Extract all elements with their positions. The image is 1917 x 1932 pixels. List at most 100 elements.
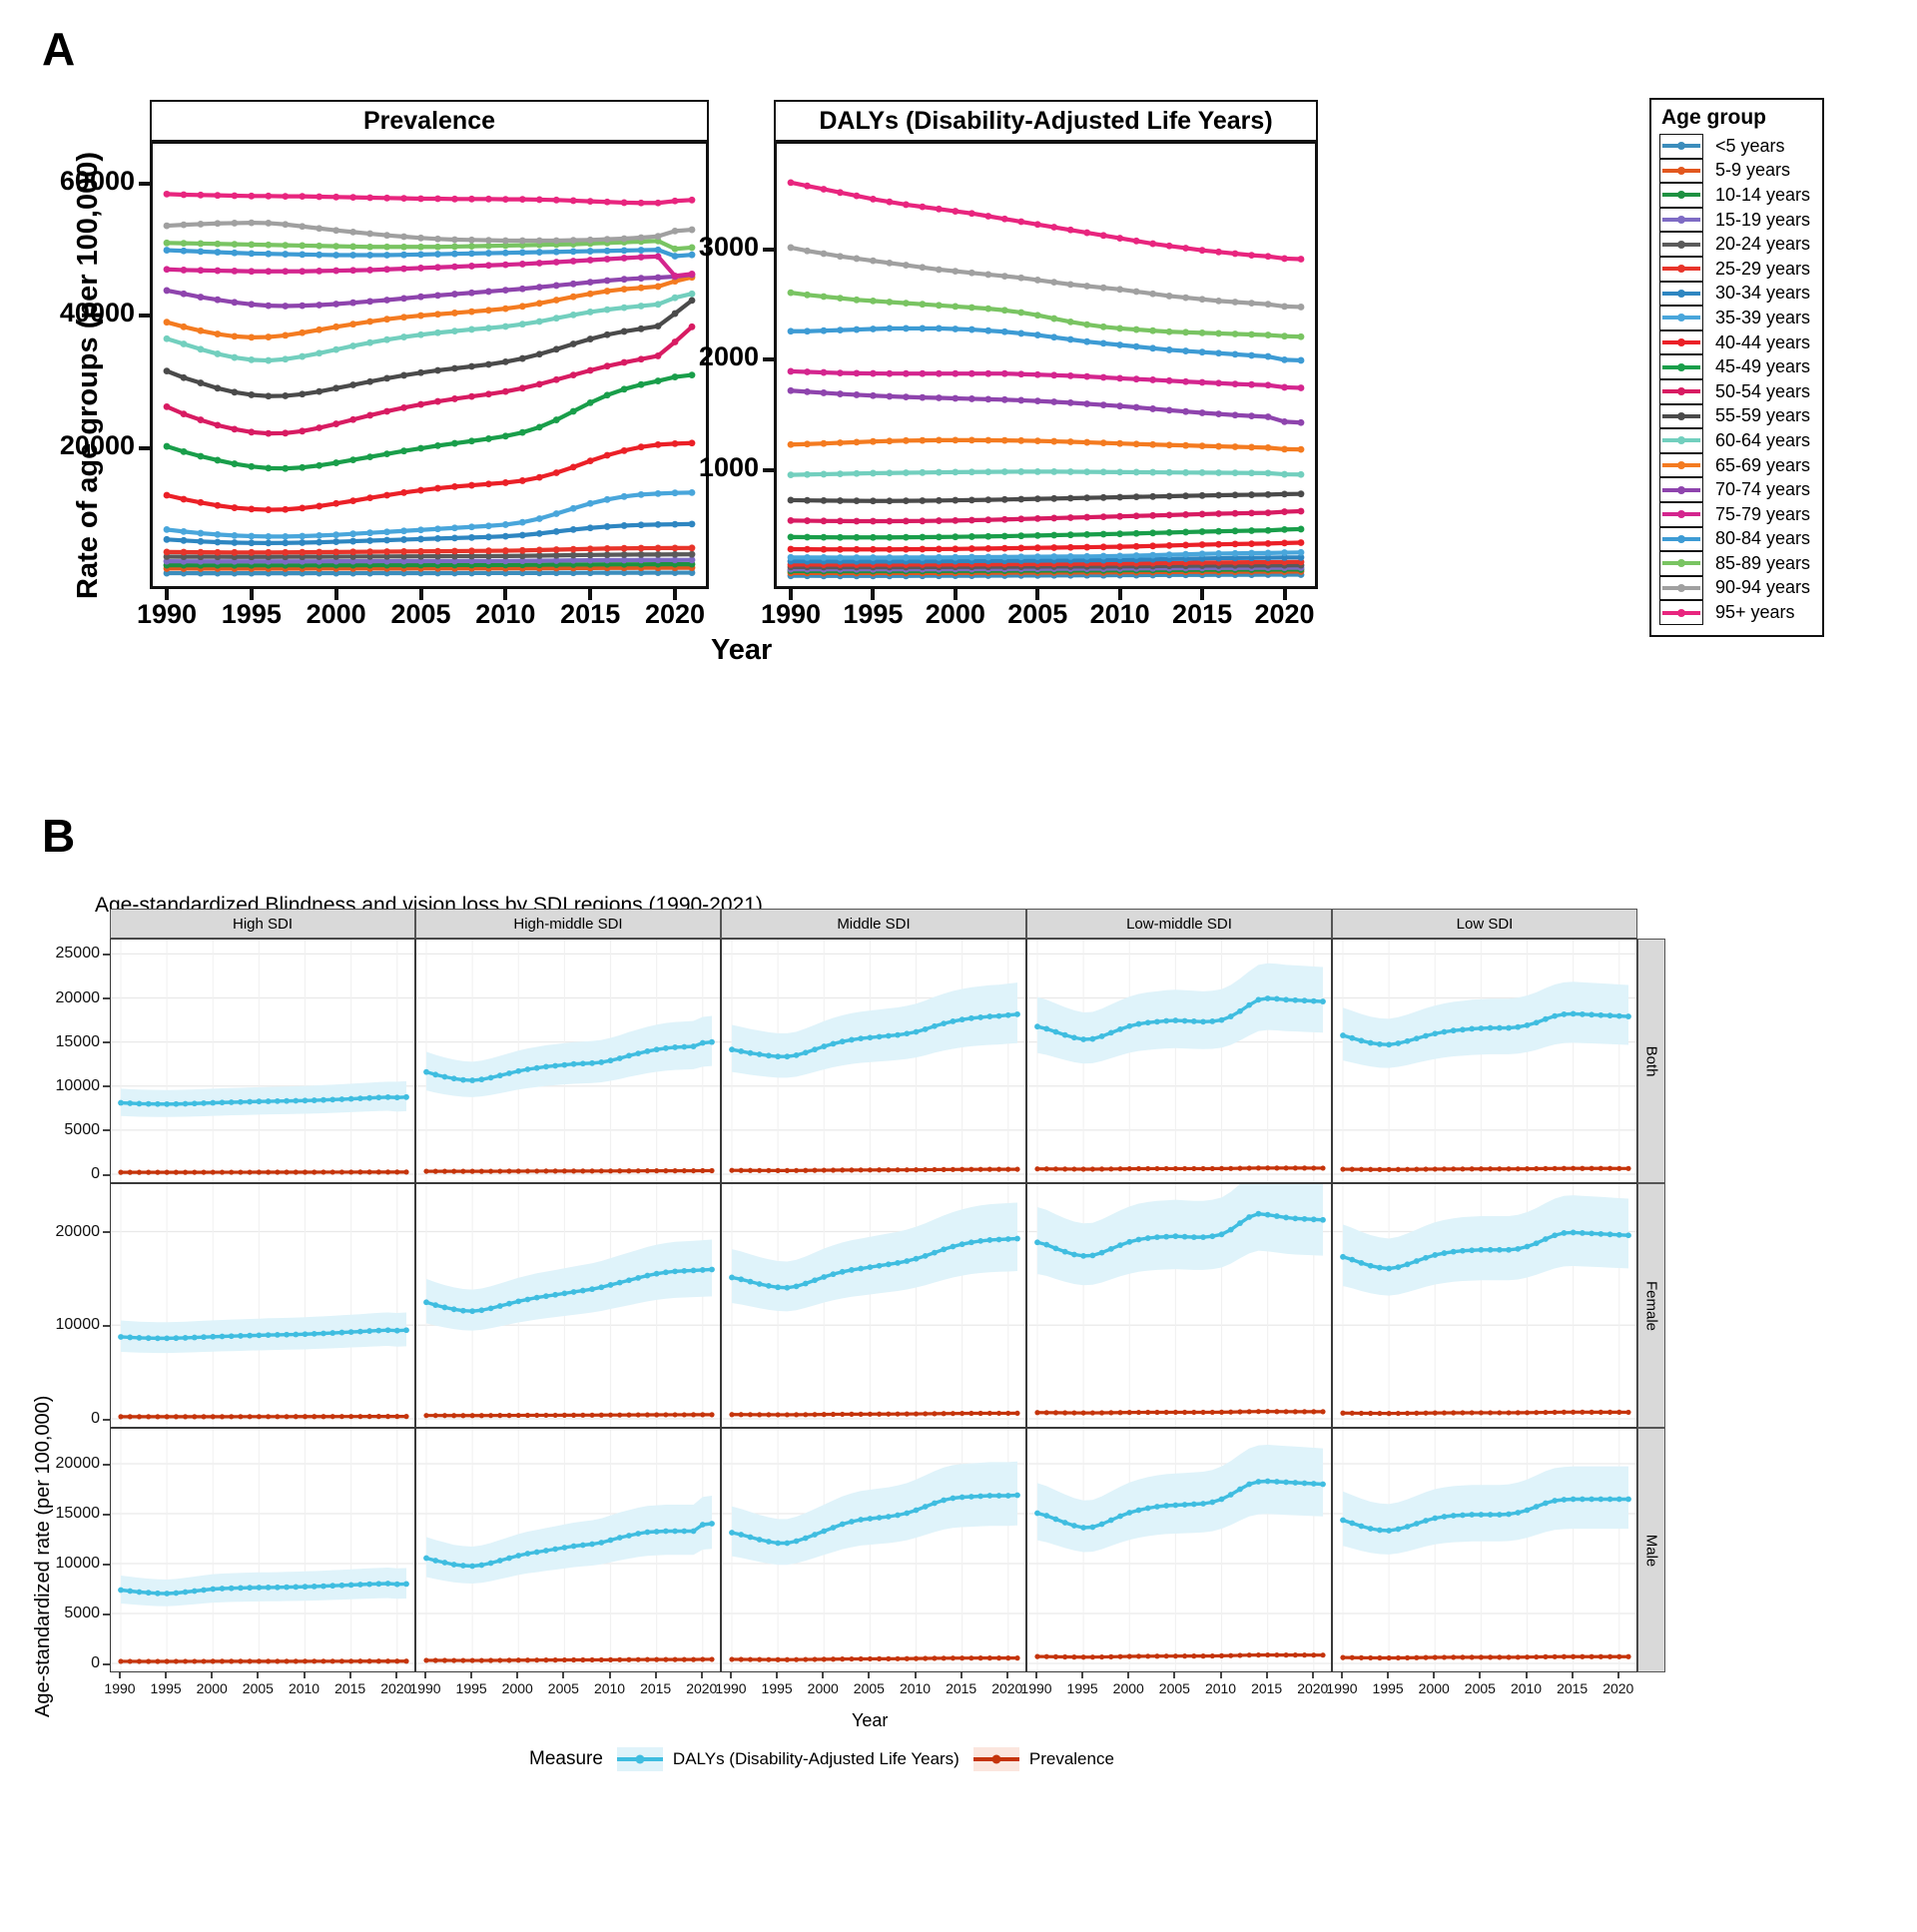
legend-measure-key-icon: [972, 1747, 1019, 1771]
legend-item-90-94-years[interactable]: 90-94 years: [1651, 575, 1822, 601]
panel-b-x-tick-label: 1990: [104, 1680, 136, 1696]
legend-item-15-19-years[interactable]: 15-19 years: [1651, 207, 1822, 233]
panel-b-x-tick-label: 1995: [1066, 1680, 1098, 1696]
panel-b-y-tick-mark: [103, 953, 110, 956]
panel-b-x-tick-label: 2000: [196, 1680, 228, 1696]
legend-item-label: 20-24 years: [1715, 234, 1811, 255]
panel-b-y-tick-mark: [103, 1418, 110, 1421]
legend-item-label: 65-69 years: [1715, 454, 1811, 475]
facet-strip-prevalence-label: Prevalence: [362, 106, 496, 135]
panel-b-x-tick-mark: [1127, 1672, 1130, 1678]
panel-b-y-tick-mark: [103, 997, 110, 1000]
panel-b-y-tick-mark: [103, 1041, 110, 1044]
legend-item-70-74-years[interactable]: 70-74 years: [1651, 477, 1822, 502]
y-tick-label: 2000: [698, 341, 759, 372]
panel-a-y-axis-title: Rate of age groups (per 100,000): [72, 151, 104, 599]
panel-b-y-tick-mark: [103, 1085, 110, 1088]
panel-b-x-tick-mark: [1616, 1672, 1619, 1678]
panel-b-y-tick-label: 15000: [55, 1505, 101, 1522]
panel-b-x-tick-label: 2000: [1112, 1680, 1144, 1696]
legend-measure-item-label: Prevalence: [1028, 1749, 1114, 1768]
panel-b-x-tick-mark: [1173, 1672, 1176, 1678]
facet-cell-female-middle-sdi: [721, 1183, 1026, 1428]
panel-b-x-tick-mark: [211, 1672, 214, 1678]
x-tick-mark: [333, 589, 338, 600]
x-tick-mark: [165, 589, 169, 600]
y-tick-mark: [139, 445, 150, 450]
panel-b-x-tick-label: 2005: [242, 1680, 274, 1696]
legend-item-75-79-years[interactable]: 75-79 years: [1651, 501, 1822, 527]
legend-item-45-49-years[interactable]: 45-49 years: [1651, 354, 1822, 379]
panel-b-y-tick-label: 20000: [55, 1455, 101, 1472]
legend-item-50-54-years[interactable]: 50-54 years: [1651, 378, 1822, 404]
plot-prevalence: [150, 140, 709, 589]
legend-item--5-years[interactable]: <5 years: [1651, 134, 1822, 159]
facet-cell-plot: [722, 1429, 1025, 1671]
panel-b-y-tick-mark: [103, 1129, 110, 1132]
facet-cell-female-high-sdi: [110, 1183, 415, 1428]
legend-measure-item-dalys[interactable]: DALYs (Disability-Adjusted Life Years): [616, 1747, 959, 1771]
legend-key-icon: [1659, 575, 1703, 601]
panel-b-y-tick-label: 20000: [55, 988, 101, 1006]
legend-item-5-9-years[interactable]: 5-9 years: [1651, 158, 1822, 184]
facet-cell-female-low-middle-sdi: [1026, 1183, 1332, 1428]
legend-item-label: 25-29 years: [1715, 258, 1811, 279]
x-tick-mark: [1117, 589, 1122, 600]
legend-item-label: 50-54 years: [1715, 380, 1811, 401]
facet-col-strip-label: Middle SDI: [837, 915, 911, 933]
legend-item-65-69-years[interactable]: 65-69 years: [1651, 452, 1822, 478]
panel-b-x-tick-label: 2015: [1251, 1680, 1283, 1696]
x-tick-mark: [1035, 589, 1040, 600]
panel-b-x-tick-label: 2010: [899, 1680, 932, 1696]
legend-item-30-34-years[interactable]: 30-34 years: [1651, 281, 1822, 307]
panel-b-x-tick-label: 1995: [761, 1680, 793, 1696]
x-tick-label: 1990: [136, 599, 198, 629]
panel-b-x-tick-mark: [959, 1672, 962, 1678]
panel-b-x-tick-mark: [1433, 1672, 1436, 1678]
legend-key-icon: [1659, 428, 1703, 453]
legend-item-95-years[interactable]: 95+ years: [1651, 600, 1822, 625]
panel-b-x-tick-mark: [822, 1672, 825, 1678]
panel-b-x-tick-label: 2015: [640, 1680, 672, 1696]
facet-cell-both-high-middle-sdi: [415, 939, 721, 1183]
legend-item-label: 80-84 years: [1715, 528, 1811, 549]
x-tick-mark: [1200, 589, 1205, 600]
legend-measure-item-prevalence[interactable]: Prevalence: [972, 1747, 1114, 1771]
facet-cell-male-low-sdi: [1332, 1428, 1637, 1672]
legend-item-label: 70-74 years: [1715, 479, 1811, 500]
legend-item-85-89-years[interactable]: 85-89 years: [1651, 551, 1822, 576]
legend-item-55-59-years[interactable]: 55-59 years: [1651, 403, 1822, 429]
legend-item-label: 5-9 years: [1715, 160, 1791, 181]
panel-b-x-tick-label: 1990: [409, 1680, 441, 1696]
legend-item-25-29-years[interactable]: 25-29 years: [1651, 256, 1822, 282]
facet-col-strip-middle-sdi: Middle SDI: [721, 909, 1026, 939]
facet-cell-plot: [1333, 1429, 1636, 1671]
legend-key-icon: [1659, 256, 1703, 282]
legend-item-40-44-years[interactable]: 40-44 years: [1651, 329, 1822, 355]
x-tick-label: 2010: [475, 599, 536, 629]
panel-a: A Rate of age groups (per 100,000) Preva…: [0, 0, 1917, 799]
legend-key-icon: [1659, 378, 1703, 404]
legend-item-35-39-years[interactable]: 35-39 years: [1651, 306, 1822, 330]
legend-item-label: 30-34 years: [1715, 283, 1811, 304]
legend-item-60-64-years[interactable]: 60-64 years: [1651, 428, 1822, 453]
x-tick-label: 1995: [221, 599, 282, 629]
legend-item-label: 45-49 years: [1715, 356, 1811, 377]
legend-item-10-14-years[interactable]: 10-14 years: [1651, 183, 1822, 208]
legend-item-80-84-years[interactable]: 80-84 years: [1651, 526, 1822, 552]
facet-cell-both-middle-sdi: [721, 939, 1026, 1183]
facet-cell-female-high-middle-sdi: [415, 1183, 721, 1428]
panel-b-x-tick-mark: [700, 1672, 703, 1678]
legend-key-icon: [1659, 526, 1703, 552]
facet-row-strip-label: Male: [1642, 1534, 1660, 1567]
facet-col-strip-low-sdi: Low SDI: [1332, 909, 1637, 939]
plot-dalys: [774, 140, 1318, 589]
legend-key-icon: [1659, 281, 1703, 307]
legend-item-label: 75-79 years: [1715, 503, 1811, 524]
legend-item-label: 55-59 years: [1715, 405, 1811, 426]
facet-col-strip-high-sdi: High SDI: [110, 909, 415, 939]
x-tick-mark: [953, 589, 958, 600]
x-tick-mark: [249, 589, 254, 600]
panel-b-x-tick-label: 2020: [1602, 1680, 1634, 1696]
legend-item-20-24-years[interactable]: 20-24 years: [1651, 232, 1822, 257]
